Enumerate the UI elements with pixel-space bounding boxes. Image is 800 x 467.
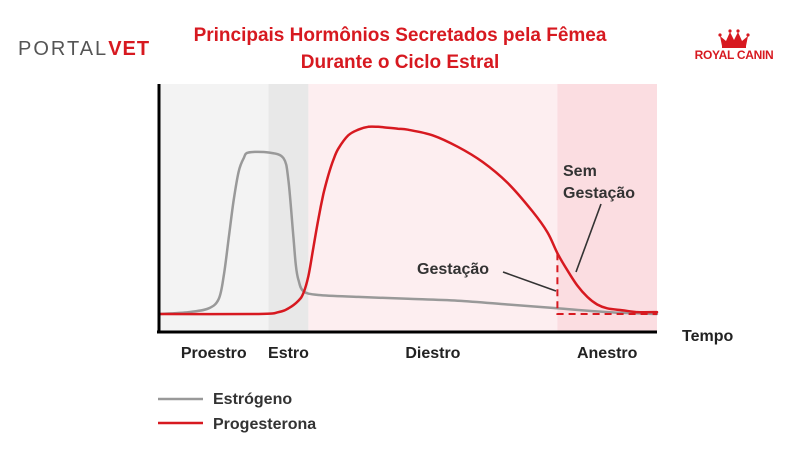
x-axis-label: Tempo: [682, 328, 733, 345]
phase-label-anestro: Anestro: [577, 345, 638, 362]
phase-label-proestro: Proestro: [181, 345, 247, 362]
gestation-branch-line: [556, 253, 657, 315]
phase-band-diestro: [308, 84, 558, 332]
annotation-sem-gestacao-line1: Sem: [563, 163, 597, 180]
annotation-gestacao-pointer: [502, 271, 557, 292]
portalvet-logo-text-a: PORTAL: [18, 38, 109, 60]
annotation-sem-gestacao-line2: Gestação: [563, 185, 635, 202]
chart-title-line2: Durante o Ciclo Estral: [300, 52, 500, 73]
phase-label-estro: Estro: [268, 345, 309, 362]
royal-canin-logo: ROYAL CANIN: [684, 28, 784, 68]
chart-title: Principais Hormônios Secretados pela Fêm…: [170, 22, 630, 76]
series-line-estrogeno: [157, 150, 659, 316]
portalvet-logo-text-b: VET: [108, 38, 151, 60]
portalvet-logo: PORTALVET: [18, 38, 178, 68]
phase-band-anestro: [557, 84, 657, 332]
legend-label-progesterona: Progesterona: [213, 416, 316, 433]
phase-band-proestro: [159, 84, 269, 332]
crown-icon: [718, 29, 750, 48]
chart-title-line1: Principais Hormônios Secretados pela Fêm…: [193, 25, 607, 46]
annotation-gestacao: Gestação: [417, 261, 489, 278]
royal-canin-logo-text: ROYAL CANIN: [694, 48, 774, 62]
series-line-progesterona: [157, 125, 659, 316]
legend-label-estrogeno: Estrógeno: [213, 391, 292, 408]
phase-label-diestro: Diestro: [405, 345, 460, 362]
annotation-sem-gestacao-pointer: [575, 203, 602, 273]
